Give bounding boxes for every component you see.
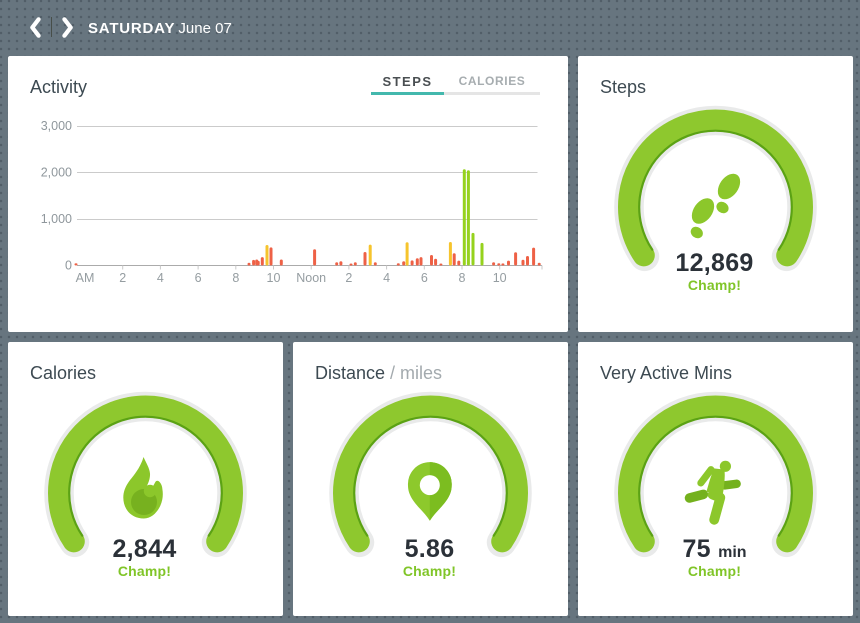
svg-text:AM: AM [76, 271, 95, 285]
svg-text:4: 4 [383, 271, 390, 285]
svg-text:2: 2 [345, 271, 352, 285]
svg-text:6: 6 [195, 271, 202, 285]
svg-text:3,000: 3,000 [41, 119, 72, 133]
svg-text:6: 6 [421, 271, 428, 285]
svg-text:2: 2 [119, 271, 126, 285]
svg-text:8: 8 [232, 271, 239, 285]
svg-text:4: 4 [157, 271, 164, 285]
svg-text:1,000: 1,000 [41, 212, 72, 226]
svg-text:0: 0 [65, 259, 72, 273]
svg-text:2,000: 2,000 [41, 166, 72, 180]
svg-text:8: 8 [459, 271, 466, 285]
svg-text:Noon: Noon [296, 271, 326, 285]
svg-text:10: 10 [267, 271, 281, 285]
svg-text:10: 10 [493, 271, 507, 285]
